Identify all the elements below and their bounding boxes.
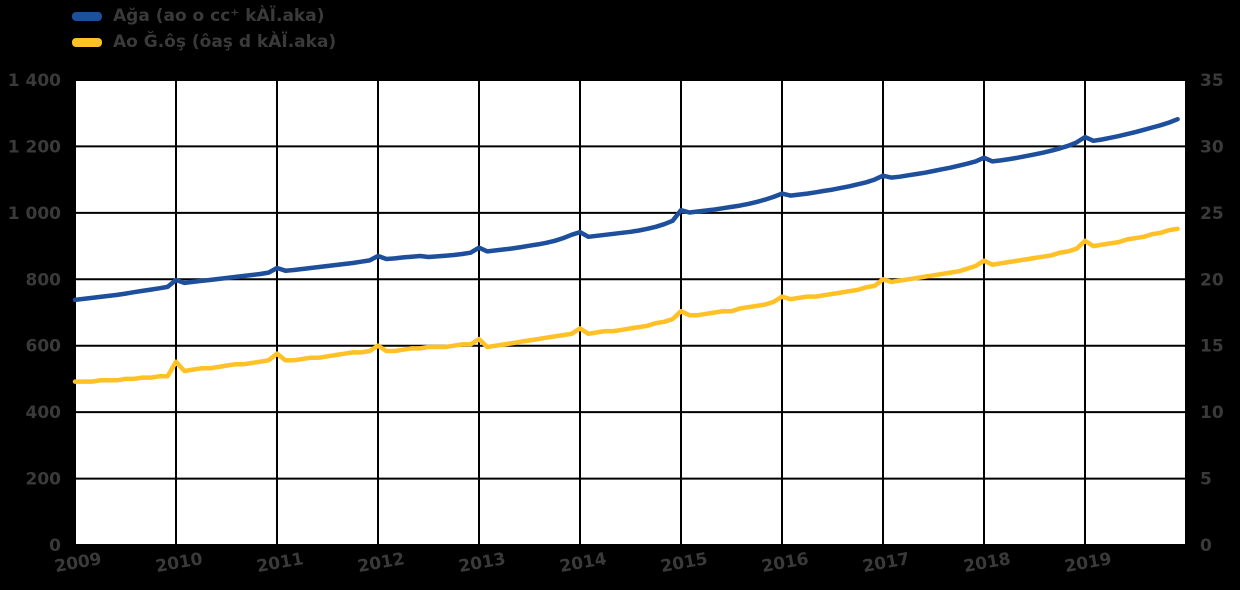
x-tick-label: 2016 xyxy=(760,549,810,577)
x-tick-label: 2010 xyxy=(154,549,204,577)
x-tick-label: 2011 xyxy=(255,549,305,577)
legend-swatch-series-2 xyxy=(72,38,102,47)
y-right-tick-label: 20 xyxy=(1200,270,1224,290)
y-right-tick-label: 35 xyxy=(1200,71,1224,91)
y-left-tick-label: 1 200 xyxy=(8,137,61,157)
y-left-tick-label: 800 xyxy=(26,270,62,290)
series-line-2 xyxy=(72,226,1180,384)
y-right-tick-label: 15 xyxy=(1200,337,1224,357)
y-right-tick-label: 25 xyxy=(1200,204,1224,224)
y-left-tick-label: 200 xyxy=(26,470,62,490)
y-right-tick-label: 10 xyxy=(1200,403,1224,423)
y-right-tick-label: 30 xyxy=(1200,137,1224,157)
y-right-tick-label: 5 xyxy=(1200,470,1212,490)
x-tick-label: 2012 xyxy=(356,549,406,577)
y-left-tick-label: 0 xyxy=(49,536,61,556)
x-tick-label: 2017 xyxy=(861,549,911,577)
y-left-tick-label: 400 xyxy=(26,403,62,423)
series-line-1 xyxy=(72,116,1180,303)
legend-swatch-series-1 xyxy=(72,12,102,21)
legend-item-series-1[interactable]: Ağa (ao o cc⁺ kÀÏ.aka) xyxy=(72,5,336,28)
y-left-tick-label: 1 000 xyxy=(8,204,61,224)
x-tick-label: 2014 xyxy=(558,549,608,577)
y-left-tick-label: 1 400 xyxy=(8,71,61,91)
x-tick-label: 2018 xyxy=(962,549,1012,577)
chart-legend: Ağa (ao o cc⁺ kÀÏ.aka) Ao Ğ.ôş (ôaş d kÀ… xyxy=(72,5,336,54)
legend-label-series-1: Ağa (ao o cc⁺ kÀÏ.aka) xyxy=(113,6,325,26)
plot-area xyxy=(75,80,1186,545)
legend-label-series-2: Ao Ğ.ôş (ôaş d kÀÏ.aka) xyxy=(113,32,337,52)
x-tick-label: 2013 xyxy=(457,549,507,577)
y-right-tick-label: 0 xyxy=(1200,536,1212,556)
y-left-tick-label: 600 xyxy=(26,337,62,357)
legend-item-series-2[interactable]: Ao Ğ.ôş (ôaş d kÀÏ.aka) xyxy=(72,31,336,54)
x-tick-label: 2015 xyxy=(659,549,709,577)
x-tick-label: 2019 xyxy=(1063,549,1113,577)
